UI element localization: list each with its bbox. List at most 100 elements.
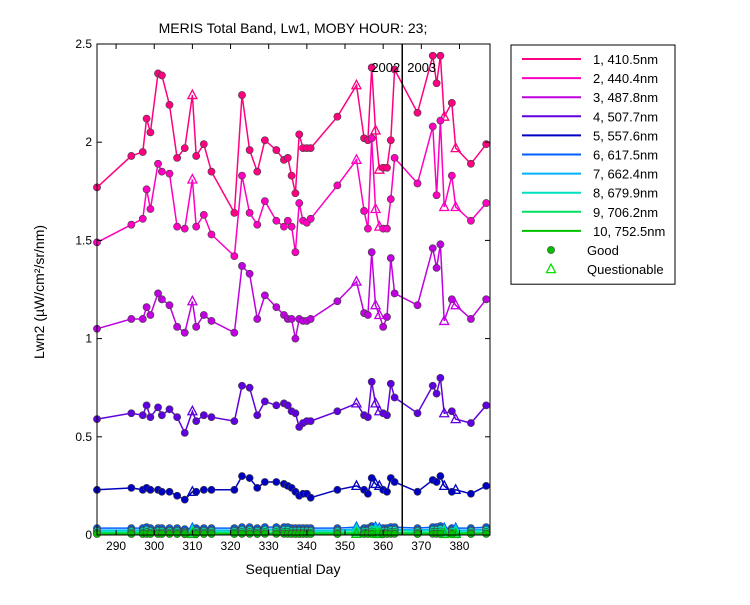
data-point — [173, 222, 182, 231]
data-point — [173, 322, 182, 331]
data-point — [165, 301, 174, 310]
data-point — [367, 134, 376, 143]
data-point — [127, 315, 136, 323]
data-point — [146, 413, 155, 422]
plot-area: 2002 2003 290 300 310 320 330 340 350 360 370 380 0 0… — [75, 37, 491, 553]
data-point — [157, 487, 166, 496]
data-point — [482, 140, 491, 149]
data-point — [238, 91, 246, 99]
data-point — [413, 409, 422, 418]
data-point-questionable — [186, 88, 198, 100]
year-label: 2003 — [407, 60, 436, 75]
data-point — [467, 530, 475, 538]
data-point-questionable — [450, 141, 462, 153]
data-point — [127, 152, 136, 160]
data-point-questionable — [450, 483, 462, 494]
data-point — [230, 209, 239, 217]
data-point — [383, 411, 391, 420]
data-point — [413, 487, 422, 496]
data-point — [364, 311, 372, 319]
data-point-questionable — [369, 298, 382, 310]
data-point — [272, 529, 281, 538]
data-point — [157, 167, 166, 176]
data-point — [238, 381, 246, 390]
data-point — [165, 487, 174, 496]
data-point-questionable — [438, 314, 450, 326]
data-point — [146, 311, 155, 319]
data-point — [165, 530, 174, 538]
data-point — [192, 152, 201, 160]
data-point — [245, 209, 254, 217]
legend-entry: 6, 617.5nm — [593, 148, 658, 163]
data-point — [467, 419, 475, 427]
data-point — [379, 322, 388, 331]
data-point — [333, 407, 342, 416]
data-point — [245, 474, 254, 482]
data-point — [436, 472, 445, 480]
data-point — [238, 171, 246, 180]
legend-entry: 4, 507.7nm — [593, 109, 658, 124]
data-point — [428, 122, 437, 131]
data-point — [283, 154, 292, 162]
series-line-2 — [96, 120, 487, 258]
data-point — [199, 140, 208, 149]
legend-entry: 2, 440.4nm — [593, 71, 658, 86]
data-point — [436, 51, 445, 60]
data-point-questionable — [350, 479, 363, 491]
plot-frame — [96, 43, 491, 536]
data-point — [230, 328, 239, 337]
data-point — [386, 254, 395, 262]
data-point — [432, 389, 441, 398]
data-point — [138, 315, 147, 323]
data-point — [245, 269, 254, 278]
data-point — [280, 222, 288, 231]
data-point — [127, 220, 136, 229]
legend-entry: 10, 752.5nm — [593, 224, 665, 239]
data-point — [260, 197, 269, 206]
data-point-questionable — [350, 153, 363, 165]
data-point — [173, 530, 182, 538]
data-point — [146, 530, 155, 538]
data-point — [253, 167, 262, 176]
data-point — [142, 303, 151, 312]
data-point-questionable — [350, 78, 363, 90]
data-point — [306, 417, 315, 425]
data-point — [482, 295, 491, 304]
data-point — [432, 478, 441, 486]
data-point — [230, 485, 239, 494]
data-point — [390, 529, 399, 538]
data-point-questionable — [186, 294, 198, 306]
data-point — [260, 136, 269, 145]
data-point — [180, 144, 189, 152]
data-point — [260, 397, 269, 406]
data-point — [287, 171, 296, 180]
data-point — [253, 220, 262, 229]
data-point — [230, 252, 239, 261]
data-point-questionable — [450, 200, 462, 212]
legend-entry: Good — [587, 243, 619, 258]
data-point — [142, 185, 151, 194]
data-point — [367, 63, 376, 72]
data-point — [413, 179, 422, 188]
data-point — [253, 530, 262, 538]
data-point — [283, 401, 292, 410]
data-point — [192, 322, 201, 331]
data-point — [192, 487, 201, 496]
data-point — [180, 495, 189, 504]
data-point — [199, 485, 208, 494]
data-point — [367, 248, 376, 257]
data-point — [142, 401, 151, 410]
data-point — [413, 301, 422, 310]
data-point — [383, 487, 391, 496]
data-point — [127, 409, 136, 418]
data-point — [467, 159, 475, 168]
data-point — [272, 303, 281, 312]
data-point — [154, 159, 162, 168]
data-point-questionable — [438, 200, 450, 212]
data-point — [207, 530, 216, 538]
y-axis-label: Lwn2 (µW/cm²/sr/nm) — [31, 225, 47, 359]
data-point — [138, 214, 147, 223]
data-point — [138, 411, 147, 420]
x-tick-label: 380 — [449, 539, 469, 553]
data-point — [360, 207, 368, 215]
